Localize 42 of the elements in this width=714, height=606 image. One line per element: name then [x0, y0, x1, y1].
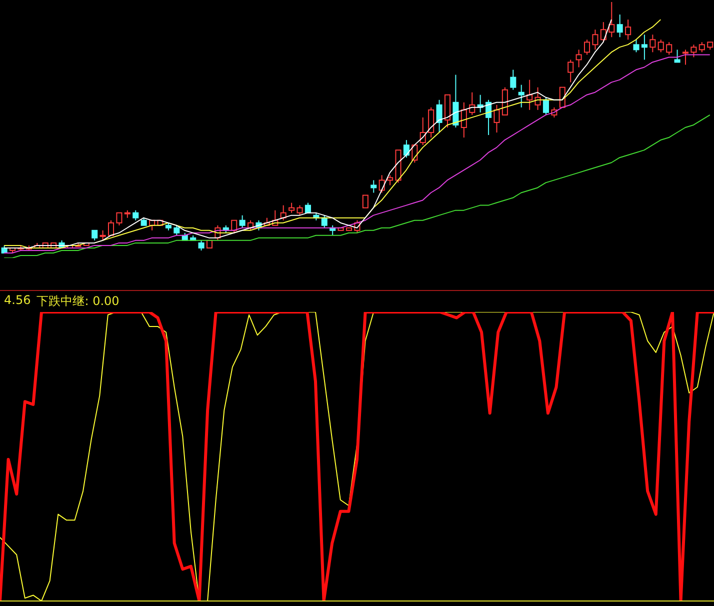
candlestick — [288, 202, 295, 214]
candlestick — [198, 240, 204, 251]
candlestick — [666, 42, 672, 56]
candlestick — [576, 49, 582, 68]
candlestick — [674, 49, 680, 63]
candlestick — [518, 84, 524, 108]
candlestick — [108, 220, 114, 236]
text: 下跌中继: 0.00 — [36, 293, 120, 310]
candlestick — [387, 174, 394, 186]
candlestick — [526, 79, 533, 110]
candlestick — [92, 230, 98, 241]
candlestick — [584, 39, 590, 56]
candlestick — [494, 104, 500, 134]
candlestick — [132, 210, 139, 221]
candlestick — [174, 224, 180, 236]
candlestick — [452, 74, 459, 128]
candlestick — [116, 212, 122, 226]
candlestick — [690, 44, 697, 58]
candlestick — [633, 39, 640, 53]
candlestick — [650, 34, 656, 53]
candlestick — [436, 99, 442, 134]
candlestick — [542, 96, 549, 116]
candlestick — [616, 14, 623, 38]
candlestick — [460, 102, 467, 138]
candlestick — [698, 42, 705, 53]
candlestick — [428, 106, 434, 138]
candlestick — [625, 19, 632, 40]
candlestick — [641, 34, 648, 60]
candlestick — [658, 39, 664, 53]
text: 4.56 — [4, 293, 31, 309]
candlestick — [239, 214, 246, 228]
candlestick — [592, 29, 598, 50]
candlestick — [534, 86, 541, 110]
candlestick — [510, 69, 516, 90]
candlestick — [682, 49, 689, 66]
candlestick — [231, 220, 238, 234]
candlestick — [296, 204, 303, 216]
candlestick — [370, 180, 377, 194]
candlestick — [362, 194, 368, 208]
candlestick — [403, 140, 410, 158]
candlestick — [568, 59, 574, 83]
candlestick — [100, 230, 106, 241]
